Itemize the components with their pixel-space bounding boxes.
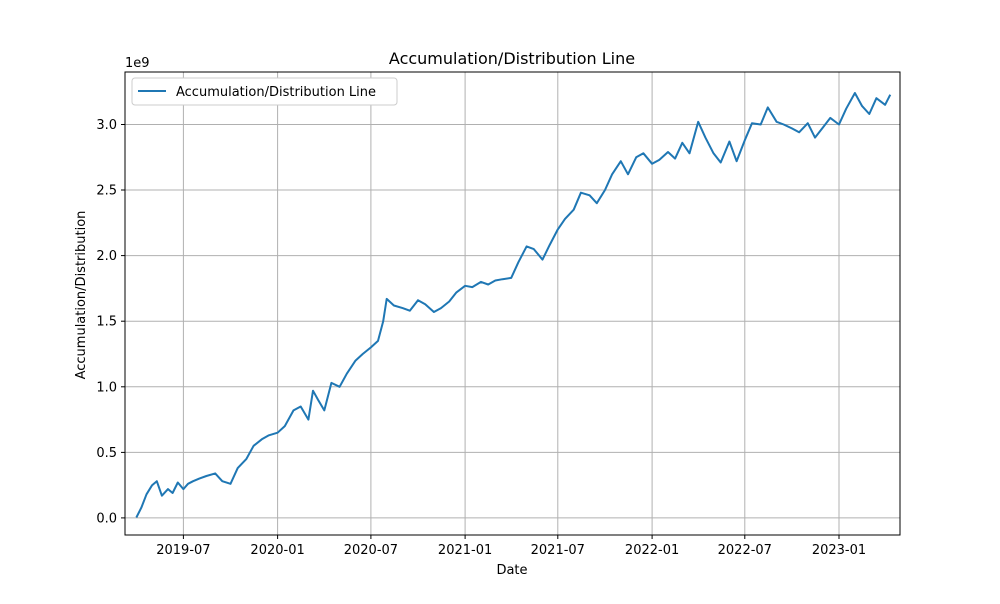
y-axis-ticks: 0.0 0.5 1.0 1.5 2.0 2.5 3.0 <box>96 118 125 526</box>
legend-label: Accumulation/Distribution Line <box>176 85 376 100</box>
legend-box <box>131 77 398 106</box>
y-tick-label: 2.0 <box>96 249 117 264</box>
grid-lines <box>125 72 900 535</box>
chart-title: Accumulation/Distribution Line <box>389 49 635 68</box>
y-tick-label: 1.0 <box>96 380 117 395</box>
x-tick-label: 2019-07 <box>156 543 210 558</box>
y-tick-label: 0.5 <box>96 446 117 461</box>
x-axis-label: Date <box>496 563 527 578</box>
y-tick-label: 0.0 <box>96 511 117 526</box>
series-line <box>135 92 892 518</box>
y-tick-label: 2.5 <box>96 184 117 199</box>
y-tick-label: 1.5 <box>96 315 117 330</box>
x-tick-label: 2020-07 <box>344 543 398 558</box>
x-tick-label: 2020-01 <box>250 543 304 558</box>
x-tick-label: 2021-07 <box>531 543 585 558</box>
y-tick-label: 3.0 <box>96 118 117 133</box>
y-axis-label: Accumulation/Distribution <box>74 211 89 380</box>
x-axis-ticks: 2019-07 2020-01 2020-07 2021-01 2021-07 2022-… <box>156 535 866 558</box>
series-layer <box>135 92 892 518</box>
x-tick-label: 2021-01 <box>438 543 492 558</box>
legend: Accumulation/Distribution Line <box>131 77 398 106</box>
y-axis-offset-label: 1e9 <box>125 56 150 71</box>
x-tick-label: 2022-01 <box>625 543 679 558</box>
plot-area-frame <box>124 71 901 536</box>
x-tick-label: 2022-07 <box>718 543 772 558</box>
x-tick-label: 2023-01 <box>812 543 866 558</box>
